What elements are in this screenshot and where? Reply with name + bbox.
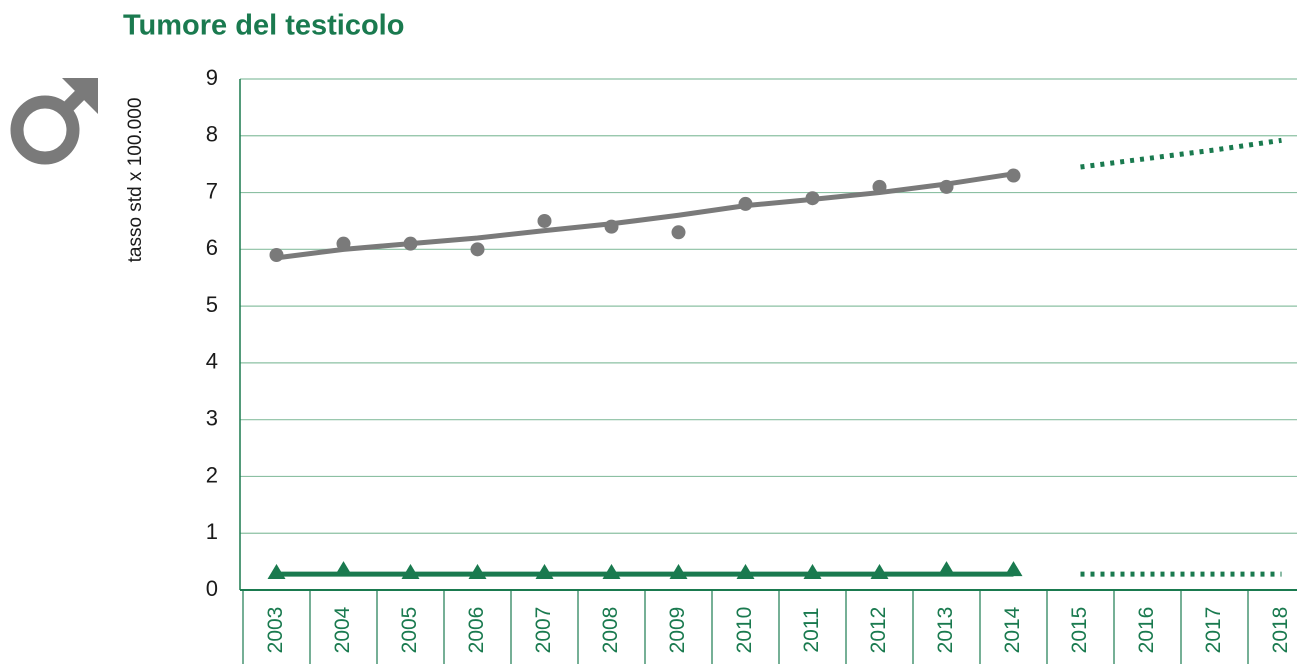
y-tick-label: 4 (206, 349, 218, 374)
y-tick-label: 5 (206, 292, 218, 317)
trend-line (276, 171, 1014, 261)
x-tick-label: 2009 (666, 607, 689, 654)
x-tick-label: 2017 (1202, 607, 1225, 654)
x-tick-label: 2011 (800, 607, 823, 652)
point (671, 225, 686, 240)
x-tick-label: 2006 (465, 607, 488, 654)
point (535, 563, 554, 579)
male-icon (10, 78, 98, 165)
point (537, 213, 552, 228)
point (736, 563, 755, 579)
x-tick-label: 2003 (264, 607, 287, 654)
y-axis-label: tasso std x 100.000 (125, 98, 146, 263)
point (870, 563, 889, 579)
x-tick-label: 2005 (398, 607, 421, 654)
x-tick-label: 2014 (1001, 606, 1024, 653)
y-tick-label: 8 (206, 122, 218, 147)
point (468, 563, 487, 579)
y-tick-label: 3 (206, 405, 218, 430)
y-tick-label: 1 (206, 519, 218, 544)
point (267, 563, 286, 579)
point (803, 563, 822, 579)
x-tick-label: 2007 (532, 607, 555, 654)
x-tick-label: 2004 (331, 606, 354, 653)
y-tick-label: 9 (206, 65, 218, 90)
x-tick-label: 2013 (934, 607, 957, 654)
point (602, 563, 621, 579)
x-tick-label: 2010 (733, 607, 756, 654)
point (669, 563, 688, 579)
x-tick-label: 2018 (1269, 607, 1292, 654)
y-tick-label: 2 (206, 462, 218, 487)
chart-title: Tumore del testicolo (123, 10, 404, 42)
point (401, 563, 420, 579)
x-tick-label: 2015 (1068, 607, 1091, 654)
projection-line (1080, 137, 1282, 170)
x-tick-label: 2016 (1135, 607, 1158, 654)
point (470, 242, 485, 257)
y-tick-label: 7 (206, 178, 218, 203)
y-tick-label: 6 (206, 235, 218, 260)
x-tick-label: 2012 (867, 607, 890, 654)
x-tick-label: 2008 (599, 607, 622, 654)
y-tick-label: 0 (206, 576, 218, 601)
